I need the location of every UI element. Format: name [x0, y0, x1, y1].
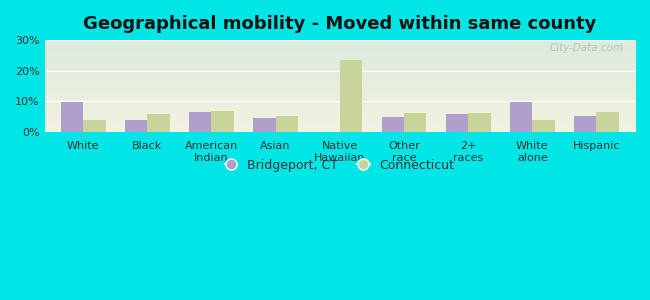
Bar — [83, 120, 105, 132]
Text: City-Data.com: City-Data.com — [549, 43, 623, 53]
Bar — [340, 60, 362, 132]
Bar — [60, 102, 83, 132]
Bar — [125, 120, 148, 132]
Bar — [532, 120, 555, 132]
Bar — [468, 113, 491, 132]
Bar — [211, 111, 234, 132]
Legend: Bridgeport, CT, Connecticut: Bridgeport, CT, Connecticut — [220, 154, 460, 177]
Bar — [404, 113, 426, 132]
Bar — [510, 102, 532, 132]
Title: Geographical mobility - Moved within same county: Geographical mobility - Moved within sam… — [83, 15, 597, 33]
Bar — [276, 116, 298, 132]
Bar — [597, 112, 619, 132]
Bar — [446, 113, 468, 132]
Bar — [574, 116, 597, 132]
Bar — [253, 118, 276, 132]
Bar — [382, 117, 404, 132]
Bar — [148, 114, 170, 132]
Bar — [189, 112, 211, 132]
